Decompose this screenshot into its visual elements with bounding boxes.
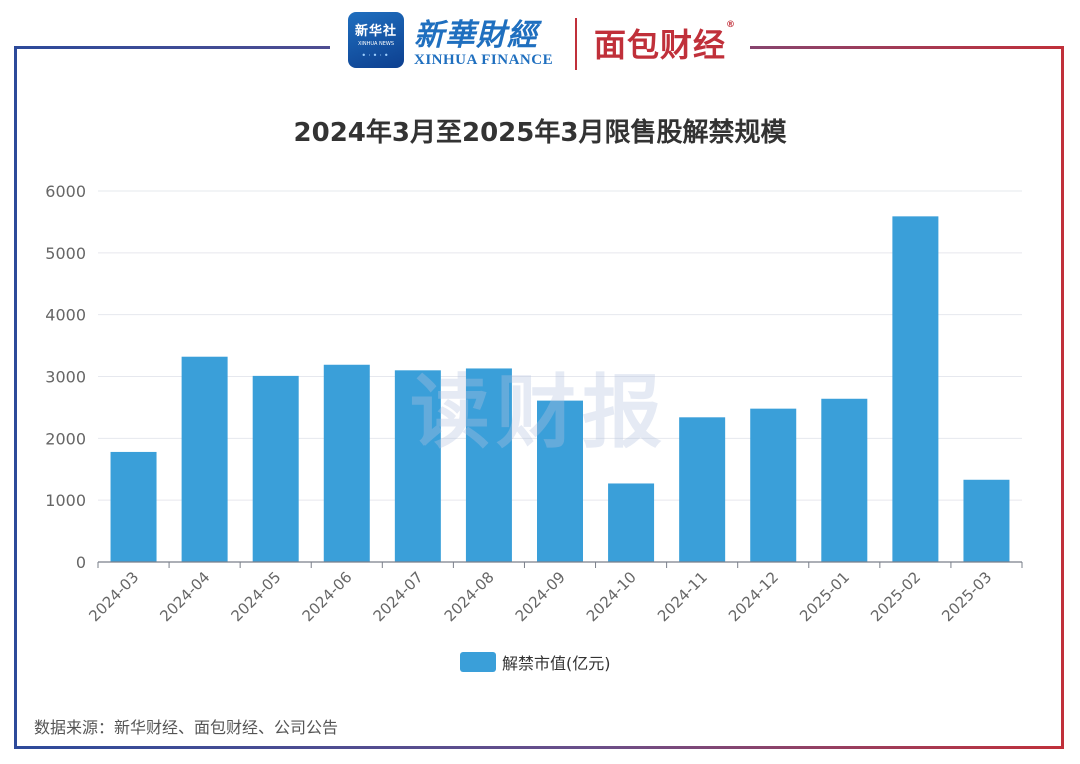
x-tick-label: 2024-03 (85, 568, 142, 625)
bar[interactable] (323, 364, 370, 562)
y-tick-label: 3000 (45, 368, 86, 387)
mianbao-finance-logo: 面包财经® (594, 20, 736, 66)
bar[interactable] (394, 370, 441, 562)
x-tick-label: 2024-04 (156, 568, 213, 625)
legend[interactable]: 解禁市值(亿元) (460, 650, 611, 674)
x-tick-label: 2024-05 (227, 568, 284, 625)
xinhua-news-logo-en: XINHUA NEWS (357, 41, 395, 47)
network-icon: •·•·• (361, 51, 391, 60)
bar[interactable] (110, 451, 157, 562)
x-tick-label: 2024-09 (512, 568, 569, 625)
x-tick-label: 2025-03 (938, 568, 995, 625)
bars (110, 216, 1010, 562)
data-source: 数据来源：新华财经、面包财经、公司公告 (34, 718, 339, 737)
chart-title: 2024年3月至2025年3月限售股解禁规模 (293, 118, 787, 148)
registered-mark-icon: ® (726, 20, 737, 30)
bar[interactable] (608, 483, 655, 562)
bar[interactable] (750, 408, 797, 562)
xinhua-finance-logo: 新華財經 XINHUA FINANCE (414, 10, 564, 74)
y-tick-label: 5000 (45, 244, 86, 263)
bar[interactable] (963, 479, 1010, 562)
y-tick-label: 6000 (45, 182, 86, 201)
watermark: 读财报 (410, 366, 668, 459)
legend-label: 解禁市值(亿元) (502, 654, 611, 673)
y-tick-label: 1000 (45, 491, 86, 510)
x-tick-label: 2024-07 (370, 568, 427, 625)
y-tick-labels: 0 1000 2000 3000 4000 5000 6000 (45, 182, 86, 572)
x-tick-label: 2024-10 (583, 568, 640, 625)
x-tick-labels: 2024-03 2024-04 2024-05 2024-06 2024-07 2024-… (85, 568, 995, 625)
bar[interactable] (181, 356, 228, 562)
bar[interactable] (892, 216, 939, 562)
x-tick-label: 2024-08 (441, 568, 498, 625)
y-tick-label: 0 (76, 553, 86, 572)
bar[interactable] (537, 400, 583, 562)
mianbao-finance-logo-text: 面包财经 (594, 26, 727, 64)
xinhua-news-logo-cn: 新华社 (354, 24, 397, 39)
x-tick-label: 2024-11 (654, 568, 711, 625)
legend-swatch (460, 652, 496, 672)
xinhua-news-logo: 新华社 XINHUA NEWS •·•·• (348, 12, 404, 68)
bar[interactable] (252, 375, 299, 562)
x-tick-label: 2024-12 (725, 568, 782, 625)
x-axis (97, 561, 1023, 568)
x-tick-label: 2025-02 (867, 568, 924, 625)
bar[interactable] (465, 368, 512, 562)
y-tick-label: 2000 (45, 429, 86, 448)
xinhua-finance-logo-cn: 新華財經 (414, 18, 538, 53)
bar[interactable] (821, 398, 868, 562)
y-tick-label: 4000 (45, 306, 86, 325)
logo-divider (575, 18, 577, 70)
xinhua-finance-logo-en: XINHUA FINANCE (414, 52, 554, 68)
x-tick-label: 2024-06 (299, 568, 356, 625)
x-tick-label: 2025-01 (796, 568, 853, 625)
bar[interactable] (679, 417, 726, 562)
